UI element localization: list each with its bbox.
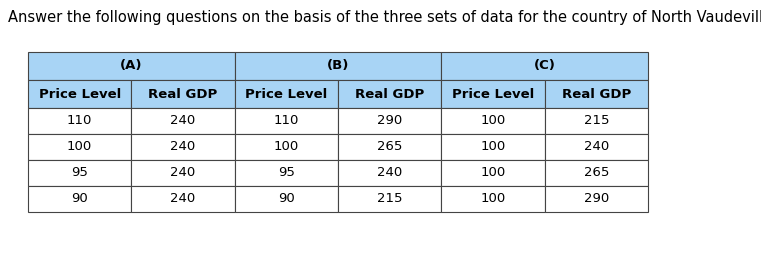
Bar <box>132 160 234 186</box>
Text: 265: 265 <box>584 167 609 180</box>
Text: 290: 290 <box>377 115 403 128</box>
Text: 240: 240 <box>584 140 609 153</box>
Text: 110: 110 <box>274 115 299 128</box>
Bar <box>234 134 338 160</box>
Bar <box>28 52 234 80</box>
Bar <box>545 160 648 186</box>
Bar <box>441 52 648 80</box>
Bar <box>28 108 132 134</box>
Text: 90: 90 <box>72 193 88 205</box>
Text: 100: 100 <box>480 167 505 180</box>
Bar <box>234 52 441 80</box>
Bar <box>338 134 441 160</box>
Text: 290: 290 <box>584 193 609 205</box>
Bar <box>441 134 545 160</box>
Text: 100: 100 <box>67 140 92 153</box>
Text: Real GDP: Real GDP <box>355 87 425 100</box>
Text: 240: 240 <box>377 167 403 180</box>
Bar <box>338 160 441 186</box>
Text: Price Level: Price Level <box>39 87 121 100</box>
Bar <box>234 160 338 186</box>
Text: Price Level: Price Level <box>245 87 327 100</box>
Text: 100: 100 <box>480 140 505 153</box>
Bar <box>338 108 441 134</box>
Bar <box>28 186 132 212</box>
Bar <box>28 80 132 108</box>
Text: 240: 240 <box>170 167 196 180</box>
Bar <box>234 108 338 134</box>
Text: 95: 95 <box>72 167 88 180</box>
Bar <box>545 80 648 108</box>
Bar <box>234 80 338 108</box>
Text: 215: 215 <box>584 115 609 128</box>
Text: (A): (A) <box>120 60 142 73</box>
Text: 90: 90 <box>278 193 295 205</box>
Text: 265: 265 <box>377 140 403 153</box>
Text: 240: 240 <box>170 140 196 153</box>
Bar <box>132 80 234 108</box>
Bar <box>132 108 234 134</box>
Bar <box>545 134 648 160</box>
Bar <box>338 186 441 212</box>
Bar <box>441 80 545 108</box>
Text: (C): (C) <box>533 60 556 73</box>
Text: (B): (B) <box>326 60 349 73</box>
Bar <box>441 160 545 186</box>
Text: 95: 95 <box>278 167 295 180</box>
Bar <box>28 160 132 186</box>
Bar <box>132 134 234 160</box>
Text: 100: 100 <box>480 115 505 128</box>
Bar <box>545 186 648 212</box>
Text: Price Level: Price Level <box>452 87 534 100</box>
Text: Real GDP: Real GDP <box>148 87 218 100</box>
Text: 100: 100 <box>480 193 505 205</box>
Bar <box>338 80 441 108</box>
Text: 100: 100 <box>274 140 299 153</box>
Text: 240: 240 <box>170 115 196 128</box>
Text: 110: 110 <box>67 115 92 128</box>
Text: 240: 240 <box>170 193 196 205</box>
Text: Real GDP: Real GDP <box>562 87 631 100</box>
Bar <box>441 186 545 212</box>
Bar <box>28 134 132 160</box>
Text: 215: 215 <box>377 193 403 205</box>
Text: Answer the following questions on the basis of the three sets of data for the co: Answer the following questions on the ba… <box>8 10 761 25</box>
Bar <box>132 186 234 212</box>
Bar <box>545 108 648 134</box>
Bar <box>234 186 338 212</box>
Bar <box>441 108 545 134</box>
